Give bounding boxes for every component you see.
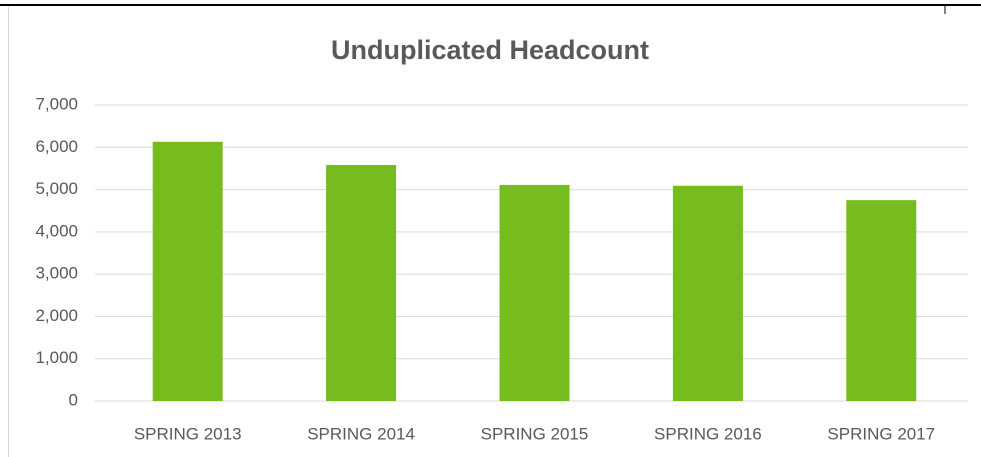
x-tick-label: SPRING 2014 [307, 424, 415, 443]
y-tick-label: 5,000 [35, 179, 78, 198]
bar [499, 184, 570, 401]
chart-title: Unduplicated Headcount [331, 35, 649, 65]
y-tick-label: 2,000 [35, 306, 78, 325]
y-tick-label: 0 [69, 390, 78, 409]
y-tick-label: 3,000 [35, 264, 78, 283]
bar [672, 185, 743, 401]
y-tick-label: 7,000 [35, 94, 78, 113]
y-tick-label: 6,000 [35, 137, 78, 156]
bar [152, 141, 223, 401]
bar [846, 200, 917, 401]
x-tick-label: SPRING 2013 [134, 424, 242, 443]
x-tick-label: SPRING 2016 [654, 424, 762, 443]
y-tick-label: 4,000 [35, 221, 78, 240]
x-tick-label: SPRING 2015 [481, 424, 589, 443]
x-tick-label: SPRING 2017 [827, 424, 935, 443]
bar [326, 165, 397, 401]
y-tick-label: 1,000 [35, 348, 78, 367]
